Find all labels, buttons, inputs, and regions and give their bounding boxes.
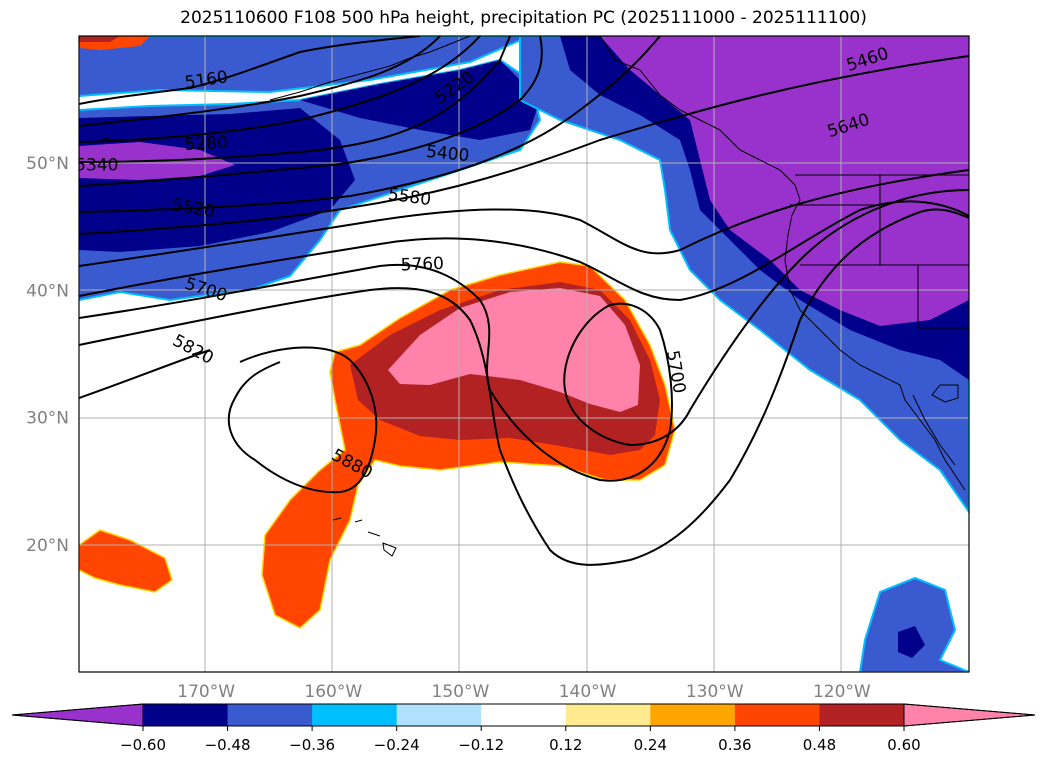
contour-label: 5400 xyxy=(425,142,470,166)
lat-tick-label: 30°N xyxy=(26,409,69,429)
contour-label-group: 5280 xyxy=(184,133,228,155)
colorbar-tick-label: −0.12 xyxy=(458,736,504,754)
shade-purple-ne xyxy=(600,36,969,326)
colorbar-segment xyxy=(312,704,398,726)
map-title: 2025110600 F108 500 hPa height, precipit… xyxy=(180,8,867,28)
colorbar-segment xyxy=(481,704,567,726)
plot-frame xyxy=(78,35,970,673)
colorbar-tick-label: 0.36 xyxy=(718,736,751,754)
shade-navy-nw xyxy=(79,60,540,252)
shade-pink-central xyxy=(388,288,640,412)
colorbar-segment xyxy=(650,704,736,726)
colorbar-segment xyxy=(819,704,905,726)
lon-tick-label: 150°W xyxy=(432,682,490,702)
longitude-tick-labels: 170°W 160°W 150°W 140°W 130°W 120°W xyxy=(177,682,871,702)
colorbar-segment xyxy=(734,704,820,726)
shade-blue-se xyxy=(858,576,969,672)
colorbar-tick-label: −0.24 xyxy=(374,736,420,754)
lat-tick-label: 40°N xyxy=(26,281,69,301)
contour-label: 5340 xyxy=(75,155,118,175)
colorbar-extend-high xyxy=(903,703,1036,727)
colorbar-segment xyxy=(565,704,651,726)
height-contours xyxy=(79,36,969,566)
lon-tick-label: 140°W xyxy=(559,682,617,702)
contour-label-group: 5400 xyxy=(425,142,470,166)
colorbar-tick-label: 0.60 xyxy=(887,736,920,754)
colorbar: −0.60 −0.48 −0.36 −0.24 −0.12 0.12 0.24 0.36 0.4… xyxy=(11,703,1036,754)
lon-tick-label: 160°W xyxy=(304,682,362,702)
contour-label: 5280 xyxy=(184,133,228,155)
contour-label-group: 5340 xyxy=(75,155,118,175)
colorbar-segment xyxy=(227,704,313,726)
colorbar-tick-label: 0.48 xyxy=(803,736,836,754)
contour-label: 5760 xyxy=(400,254,444,275)
shade-navy-se xyxy=(898,626,925,658)
lon-tick-label: 130°W xyxy=(686,682,744,702)
colorbar-segment xyxy=(143,704,229,726)
colorbar-tick-label: −0.36 xyxy=(289,736,335,754)
lat-tick-label: 20°N xyxy=(26,536,69,556)
colorbar-extend-low xyxy=(11,703,144,727)
shade-darkred-corner xyxy=(79,36,120,42)
colorbar-tick-label: −0.48 xyxy=(205,736,251,754)
colorbar-tick-label: 0.24 xyxy=(634,736,667,754)
gridlines xyxy=(79,36,969,672)
lon-tick-label: 120°W xyxy=(813,682,871,702)
lat-tick-label: 50°N xyxy=(26,154,69,174)
colorbar-segment xyxy=(396,704,482,726)
colorbar-tick-label: 0.12 xyxy=(549,736,582,754)
lon-tick-label: 170°W xyxy=(177,682,235,702)
contour-label-group: 5760 xyxy=(400,254,444,275)
coastlines xyxy=(99,36,969,557)
latitude-tick-labels: 20°N 30°N 40°N 50°N xyxy=(26,154,69,556)
colorbar-tick-label: −0.60 xyxy=(120,736,166,754)
